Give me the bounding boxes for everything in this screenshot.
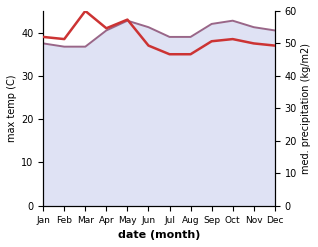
Y-axis label: med. precipitation (kg/m2): med. precipitation (kg/m2) (301, 43, 311, 174)
X-axis label: date (month): date (month) (118, 230, 200, 240)
Y-axis label: max temp (C): max temp (C) (7, 75, 17, 142)
